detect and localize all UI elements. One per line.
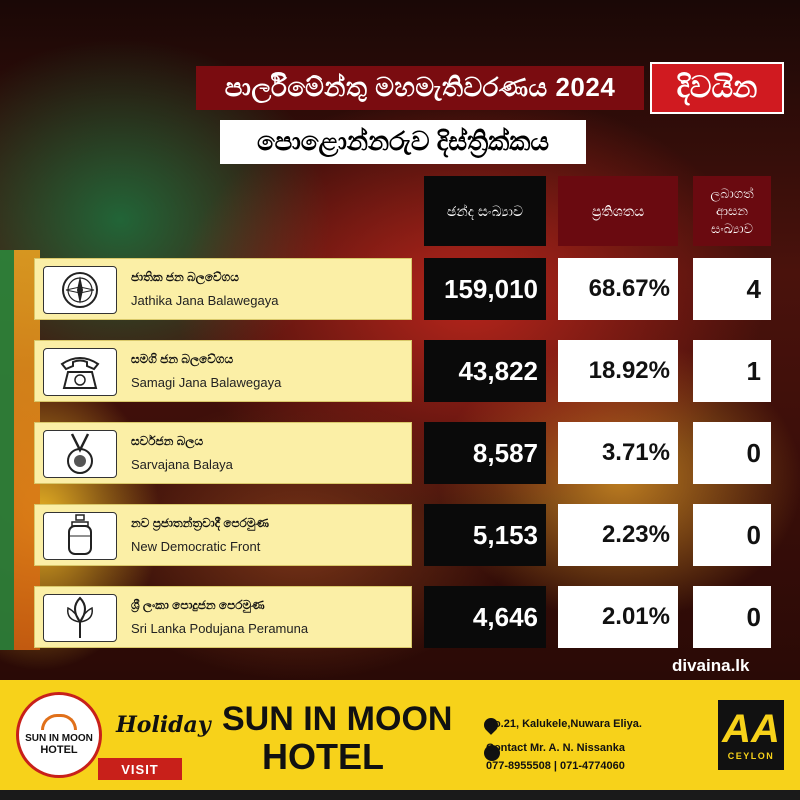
- aa-mark: AA: [722, 707, 780, 751]
- district-banner: පොළොන්නරුව දිස්ත්‍රික්කය: [220, 120, 586, 164]
- seats-value: 0: [746, 601, 761, 632]
- percent-cell: 2.23%: [558, 504, 678, 566]
- seats-cell: 0: [693, 586, 771, 648]
- votes-cell: 43,822: [424, 340, 546, 402]
- column-header-votes: ඡන්ද සංඛ්‍යාව: [424, 176, 546, 246]
- party-symbol-box: [43, 594, 117, 642]
- votes-value: 159,010: [444, 273, 538, 304]
- result-row: නව ප්‍රජාතන්ත්‍රවාදී පෙරමුණ New Democrat…: [34, 504, 774, 566]
- percent-value: 2.23%: [601, 521, 670, 548]
- party-name-sinhala: සර්වජන බලය: [131, 434, 204, 448]
- hotel-name-line2: HOTEL: [262, 736, 384, 777]
- website-label: divaina.lk: [672, 656, 750, 675]
- bottom-stripe: [0, 790, 800, 800]
- result-row: ජාතික ජන බලවේගය Jathika Jana Balawegaya …: [34, 258, 774, 320]
- party-name-sinhala: ජාතික ජන බලවේගය: [131, 270, 239, 284]
- votes-cell: 5,153: [424, 504, 546, 566]
- percent-value: 2.01%: [601, 603, 670, 630]
- district-title: පොළොන්නරුව දිස්ත්‍රික්කය: [256, 126, 550, 156]
- votes-value: 8,587: [472, 437, 538, 468]
- votes-value: 5,153: [472, 519, 538, 550]
- hotel-phones: 077-8955508 | 071-4774060: [486, 760, 625, 772]
- result-row: ශ්‍රී ලංකා පොදුජන පෙරමුණ Sri Lanka Poduj…: [34, 586, 774, 648]
- column-header-seats: ලබාගත් ආසන සංඛ්‍යාව: [693, 176, 771, 246]
- party-name-english: Jathika Jana Balawegaya: [131, 293, 279, 308]
- party-cell: සමගි ජන බලවේගය Samagi Jana Balawegaya: [34, 340, 412, 402]
- compass-icon: [62, 272, 98, 308]
- party-symbol-box: [43, 430, 117, 478]
- party-name-sinhala: ශ්‍රී ලංකා පොදුජන පෙරමුණ: [131, 598, 265, 612]
- seats-value: 1: [746, 355, 761, 386]
- party-name-english: Samagi Jana Balawegaya: [131, 375, 282, 390]
- aa-text: CEYLON: [727, 751, 775, 761]
- hotel-logo: SUN IN MOON HOTEL: [16, 692, 102, 778]
- party-name-english: New Democratic Front: [131, 539, 261, 554]
- votes-value: 43,822: [458, 355, 538, 386]
- flower-bud-icon: [67, 596, 93, 638]
- election-title: පාර්ලිමේන්තු මහමැතිවරණය 2024: [224, 72, 616, 102]
- medal-icon: [67, 433, 93, 474]
- percent-cell: 68.67%: [558, 258, 678, 320]
- seats-cell: 0: [693, 422, 771, 484]
- party-name-english: Sarvajana Balaya: [131, 457, 233, 472]
- visit-badge: VISIT: [98, 758, 182, 780]
- telephone-icon: [60, 357, 100, 389]
- sun-icon: [41, 714, 77, 730]
- percent-cell: 18.92%: [558, 340, 678, 402]
- votes-cell: 8,587: [424, 422, 546, 484]
- party-cell: ජාතික ජන බලවේගය Jathika Jana Balawegaya: [34, 258, 412, 320]
- party-name-sinhala: නව ප්‍රජාතන්ත්‍රවාදී පෙරමුණ: [131, 516, 270, 530]
- seats-value: 4: [746, 273, 761, 304]
- seats-cell: 1: [693, 340, 771, 402]
- result-row: සමගි ජන බලවේගය Samagi Jana Balawegaya 43…: [34, 340, 774, 402]
- percent-value: 68.67%: [588, 275, 670, 302]
- flag-green-stripe: [0, 250, 14, 650]
- advertisement-banner: [0, 680, 800, 800]
- holiday-text: Holiday: [116, 712, 211, 738]
- result-row: සර්වජන බලය Sarvajana Balaya 8,587 3.71% …: [34, 422, 774, 484]
- votes-cell: 4,646: [424, 586, 546, 648]
- party-name-sinhala: සමගි ජන බලවේගය: [131, 352, 234, 366]
- party-cell: සර්වජන බලය Sarvajana Balaya: [34, 422, 412, 484]
- seats-cell: 4: [693, 258, 771, 320]
- party-symbol-box: [43, 512, 117, 560]
- percent-cell: 3.71%: [558, 422, 678, 484]
- phone-icon: [484, 745, 500, 761]
- party-name-english: Sri Lanka Podujana Peramuna: [131, 621, 309, 636]
- hotel-logo-line1: SUN IN MOON: [25, 733, 93, 744]
- party-cell: නව ප්‍රජාතන්ත්‍රවාදී පෙරමුණ New Democrat…: [34, 504, 412, 566]
- votes-cell: 159,010: [424, 258, 546, 320]
- hotel-name-line1: SUN IN MOON: [222, 700, 453, 738]
- aa-ceylon-logo: AA CEYLON: [718, 700, 784, 770]
- hotel-logo-line2: HOTEL: [40, 744, 78, 756]
- percent-value: 18.92%: [588, 357, 670, 384]
- seats-cell: 0: [693, 504, 771, 566]
- party-symbol-box: [43, 348, 117, 396]
- column-header-percent: ප්‍රතිශතය: [558, 176, 678, 246]
- hotel-contact: Contact Mr. A. N. Nissanka: [486, 742, 625, 754]
- votes-value: 4,646: [472, 601, 538, 632]
- seats-value: 0: [746, 437, 761, 468]
- percent-cell: 2.01%: [558, 586, 678, 648]
- brand-name: දිවයින: [676, 71, 758, 104]
- party-cell: ශ්‍රී ලංකා පොදුජන පෙරමුණ Sri Lanka Poduj…: [34, 586, 412, 648]
- brand-logo: දිවයින: [650, 62, 784, 114]
- hotel-address: No.21, Kalukele,Nuwara Eliya.: [486, 718, 642, 730]
- election-title-banner: පාර්ලිමේන්තු මහමැතිවරණය 2024: [196, 66, 644, 110]
- percent-value: 3.71%: [601, 439, 670, 466]
- party-symbol-box: [43, 266, 117, 314]
- seats-value: 0: [746, 519, 761, 550]
- gas-cylinder-icon: [68, 514, 92, 555]
